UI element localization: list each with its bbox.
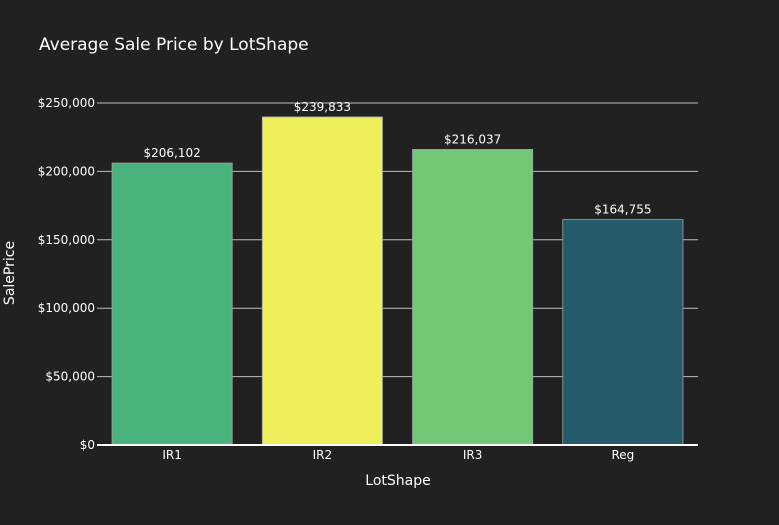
x-tick-label: IR2: [313, 448, 333, 462]
x-tick-label: IR1: [162, 448, 182, 462]
data-label-reg: $164,755: [594, 203, 651, 217]
y-tick-label: $50,000: [45, 370, 95, 384]
y-axis-ticks: $0 $50,000 $100,000 $150,000 $200,000 $250,00…: [38, 96, 95, 452]
bar-reg: [562, 219, 684, 446]
bar-ir3: [412, 149, 534, 446]
y-tick-label: $100,000: [38, 301, 95, 315]
data-label-ir3: $216,037: [444, 132, 501, 146]
y-axis-title: SalePrice: [2, 241, 18, 305]
y-tick-label: $200,000: [38, 164, 95, 178]
x-tick-label: IR3: [463, 448, 483, 462]
data-label-ir2: $239,833: [294, 100, 351, 114]
x-tick-label: Reg: [611, 448, 634, 462]
data-labels: $206,102 $239,833 $216,037 $164,755: [143, 100, 651, 217]
bar-ir1: [111, 162, 233, 446]
y-tick-label: $150,000: [38, 233, 95, 247]
data-label-ir1: $206,102: [143, 146, 200, 160]
y-tick-label: $0: [80, 438, 95, 452]
y-tick-label: $250,000: [38, 96, 95, 110]
bar-ir2: [261, 116, 383, 446]
x-axis-title: LotShape: [365, 473, 430, 489]
bars: [97, 116, 698, 446]
chart-title: Average Sale Price by LotShape: [39, 35, 309, 55]
x-axis-ticks: IR1 IR2 IR3 Reg: [162, 448, 634, 462]
